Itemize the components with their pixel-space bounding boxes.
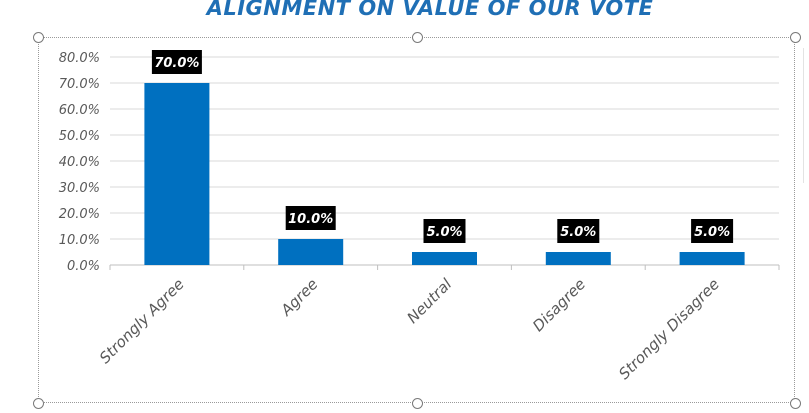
resize-handle-bottom-left[interactable] (33, 398, 44, 409)
y-tick-label: 20.0% (59, 207, 100, 222)
data-label-box (285, 206, 336, 230)
bar[interactable] (412, 252, 477, 265)
data-labels: 70.0% 10.0% 5.0% 5.0% 5.0% (151, 50, 734, 243)
resize-handle-bottom-center[interactable] (412, 398, 423, 409)
data-label: 5.0% (560, 225, 596, 240)
y-tick-label: 80.0% (59, 51, 100, 66)
bars (144, 83, 745, 265)
data-label: 5.0% (426, 225, 462, 240)
resize-handle-top-center[interactable] (412, 32, 423, 43)
x-category-label: Agree (277, 275, 322, 320)
x-axis-category-labels: Strongly Agree Agree Neutral Disagree Strong… (96, 275, 723, 383)
y-tick-label: 40.0% (59, 155, 100, 170)
data-label-box (691, 219, 734, 243)
x-category-label: Disagree (529, 275, 589, 335)
chart-title: ALIGNMENT ON VALUE OF OUR VOTE (206, 0, 654, 20)
y-tick-label: 30.0% (59, 181, 100, 196)
data-label-box (151, 50, 202, 74)
data-label: 70.0% (154, 56, 199, 71)
x-axis (109, 264, 780, 270)
y-axis-tick-labels: 0.0% 10.0% 20.0% 30.0% 40.0% 50.0% 60.0% 70.0% 8… (59, 51, 100, 274)
bar[interactable] (278, 239, 344, 265)
resize-handle-top-right[interactable] (790, 32, 801, 43)
y-tick-label: 70.0% (59, 77, 100, 92)
x-category-label: Neutral (403, 275, 455, 327)
x-category-label: Strongly Disagree (615, 275, 723, 383)
data-label-box (557, 219, 600, 243)
side-panel-edge (803, 48, 809, 183)
y-tick-label: 10.0% (59, 233, 100, 248)
y-tick-label: 50.0% (59, 129, 100, 144)
data-label: 5.0% (694, 225, 730, 240)
bar[interactable] (545, 252, 611, 265)
bar[interactable] (144, 83, 210, 265)
gridlines (110, 56, 779, 240)
x-category-label: Strongly Agree (96, 275, 188, 367)
bar[interactable] (679, 252, 745, 265)
resize-handle-top-left[interactable] (33, 32, 44, 43)
y-tick-label: 0.0% (67, 259, 100, 274)
y-tick-label: 60.0% (59, 103, 100, 118)
resize-handle-bottom-right[interactable] (790, 398, 801, 409)
data-label-box (423, 219, 466, 243)
data-label: 10.0% (288, 212, 333, 227)
